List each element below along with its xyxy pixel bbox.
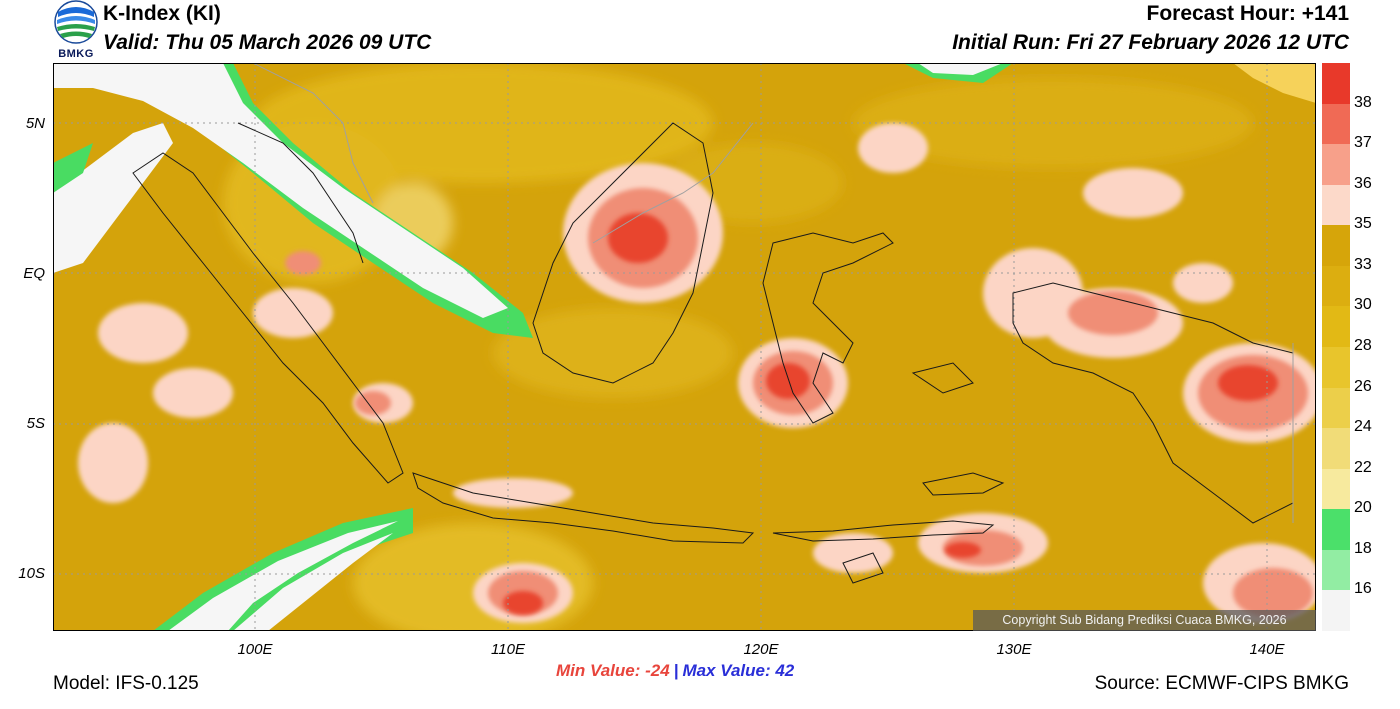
forecast-hour: Forecast Hour: +141 [1146, 2, 1350, 25]
colorbar-label: 37 [1354, 134, 1372, 152]
source-label: Source: ECMWF-CIPS BMKG [1094, 673, 1349, 694]
min-max-values: Min Value: -24 | Max Value: 42 [556, 661, 794, 681]
max-value: Max Value: 42 [682, 661, 795, 680]
colorbar-label: 36 [1354, 174, 1372, 192]
borders [252, 63, 1294, 523]
model-label: Model: IFS-0.125 [53, 673, 199, 694]
lat-label-5s: 5S [26, 415, 45, 432]
colorbar-cell [1322, 509, 1350, 551]
lon-label-120e: 120E [743, 641, 779, 658]
colorbar-label: 16 [1354, 580, 1372, 598]
lon-label-130e: 130E [996, 641, 1032, 658]
colorbar-label: 35 [1354, 215, 1372, 233]
colorbar-label: 24 [1354, 418, 1372, 436]
separator: | [673, 661, 679, 680]
coastlines [132, 122, 1294, 584]
colorbar-cell [1322, 549, 1350, 591]
colorbar-cell [1322, 590, 1350, 632]
colorbar-label: 33 [1354, 255, 1372, 273]
lon-label-140e: 140E [1249, 641, 1285, 658]
lat-label-eq: EQ [23, 265, 45, 282]
colorbar-cell [1322, 306, 1350, 348]
colorbar-cell [1322, 387, 1350, 429]
k-index-map [53, 63, 1316, 631]
colorbar-label: 28 [1354, 337, 1372, 354]
colorbar [1322, 63, 1350, 632]
valid-time: Valid: Thu 05 March 2026 09 UTC [103, 31, 432, 54]
colorbar-cell [1322, 144, 1350, 186]
colorbar-cell [1322, 103, 1350, 145]
field-dry-regions [53, 63, 1316, 631]
bmkg-logo-icon [52, 0, 100, 60]
colorbar-cell [1322, 347, 1350, 389]
chart-title: K-Index (KI) [103, 2, 221, 25]
field-high-blobs [78, 123, 1316, 623]
colorbar-cell [1322, 225, 1350, 267]
lon-label-100e: 100E [237, 641, 273, 658]
colorbar-cell [1322, 468, 1350, 510]
colorbar-cell [1322, 63, 1350, 105]
colorbar-label: 22 [1354, 458, 1372, 476]
lon-label-110e: 110E [491, 641, 525, 658]
initial-run: Initial Run: Fri 27 February 2026 12 UTC [952, 31, 1349, 54]
colorbar-cell [1322, 184, 1350, 226]
colorbar-label: 20 [1354, 499, 1372, 517]
colorbar-label: 38 [1354, 93, 1372, 111]
colorbar-label: 18 [1354, 539, 1372, 557]
colorbar-cell [1322, 265, 1350, 307]
lat-label-10s: 10S [18, 565, 45, 582]
colorbar-label: 26 [1354, 377, 1372, 395]
min-value: Min Value: -24 [556, 661, 670, 680]
colorbar-cell [1322, 428, 1350, 470]
copyright-notice: Copyright Sub Bidang Prediksi Cuaca BMKG… [973, 610, 1316, 631]
lat-label-5n: 5N [25, 115, 45, 132]
colorbar-label: 30 [1354, 296, 1372, 314]
logo-text: BMKG [58, 48, 94, 60]
